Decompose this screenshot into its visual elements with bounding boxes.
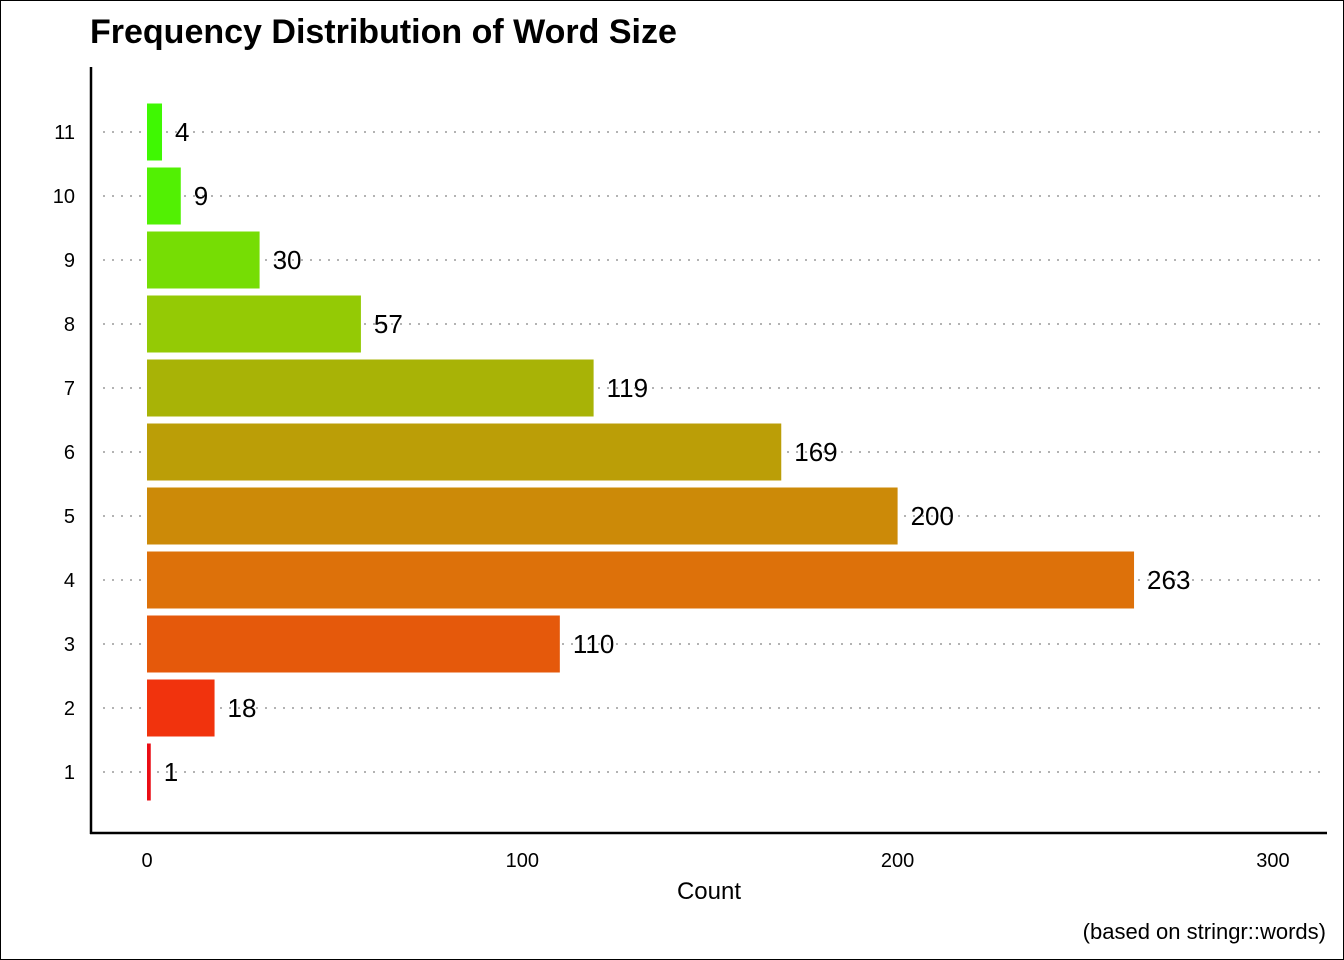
data-label-1: 1 <box>164 757 178 787</box>
data-label-8: 57 <box>374 309 403 339</box>
y-tick-label: 7 <box>64 378 75 400</box>
chart-title: Frequency Distribution of Word Size <box>90 13 677 51</box>
data-labels: 1 18 110 263 200 169 119 57 30 9 4 <box>164 117 1191 787</box>
x-axis-title: Count <box>677 878 741 905</box>
bars <box>147 103 1135 801</box>
bar-word-size-7 <box>147 359 594 417</box>
axes <box>89 67 1327 835</box>
data-label-6: 169 <box>794 437 837 467</box>
y-tick-labels: 1 2 3 4 5 6 7 8 9 10 11 <box>53 122 75 784</box>
y-tick-label: 11 <box>54 122 75 144</box>
data-label-9: 30 <box>273 245 302 275</box>
bar-word-size-11 <box>147 103 163 161</box>
y-tick-label: 2 <box>64 698 75 720</box>
y-tick-label: 6 <box>64 442 75 464</box>
y-tick-label: 10 <box>53 186 75 208</box>
data-label-11: 4 <box>175 117 189 147</box>
data-label-3: 110 <box>573 629 614 659</box>
bar-word-size-8 <box>147 295 361 353</box>
x-tick-label: 300 <box>1256 850 1289 872</box>
bar-word-size-3 <box>147 615 560 673</box>
y-tick-label: 9 <box>64 250 75 272</box>
bar-word-size-2 <box>147 679 215 737</box>
bar-word-size-5 <box>147 487 898 545</box>
y-tick-label: 4 <box>64 570 75 592</box>
bar-word-size-6 <box>147 423 782 481</box>
data-label-2: 18 <box>228 693 257 723</box>
bar-word-size-9 <box>147 231 260 289</box>
data-label-5: 200 <box>911 501 954 531</box>
x-tick-label: 200 <box>881 850 914 872</box>
y-tick-label: 8 <box>64 314 75 336</box>
x-tick-label: 100 <box>506 850 539 872</box>
bar-word-size-4 <box>147 551 1135 609</box>
bar-word-size-10 <box>147 167 181 225</box>
y-tick-label: 1 <box>64 762 75 784</box>
bar-word-size-1 <box>147 743 151 801</box>
y-tick-label: 5 <box>64 506 75 528</box>
data-label-7: 119 <box>607 373 648 403</box>
x-tick-labels: 0 100 200 300 <box>141 850 1289 872</box>
y-tick-label: 3 <box>64 634 75 656</box>
chart-caption: (based on stringr::words) <box>1083 919 1326 944</box>
x-tick-label: 0 <box>141 850 152 872</box>
data-label-4: 263 <box>1147 565 1190 595</box>
data-label-10: 9 <box>194 181 208 211</box>
